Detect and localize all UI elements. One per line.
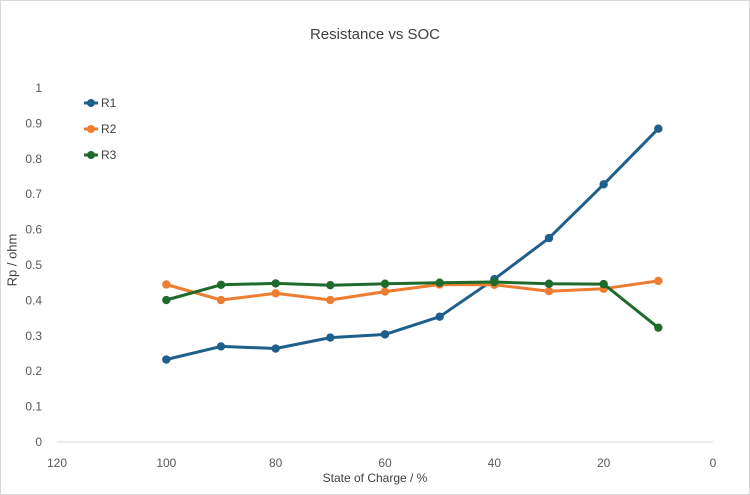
data-point-r1: [326, 333, 335, 342]
y-tick-label: 1: [35, 81, 42, 95]
legend-label: R1: [101, 96, 117, 110]
y-tick-label: 0.6: [25, 223, 42, 237]
data-point-r1: [435, 312, 444, 321]
data-point-r2: [216, 295, 226, 305]
y-tick-label: 0: [35, 435, 42, 449]
data-point-r1: [216, 342, 226, 351]
data-point-r3: [490, 277, 499, 287]
data-point-r2: [380, 287, 390, 296]
data-point-r1: [162, 355, 171, 364]
data-point-r3: [216, 280, 226, 290]
x-tick-label: 40: [488, 456, 502, 470]
data-point-r2: [162, 280, 171, 289]
x-tick-label: 60: [378, 456, 392, 470]
data-point-r3: [435, 278, 444, 287]
data-point-r3: [162, 295, 171, 305]
data-point-r3: [380, 279, 390, 288]
data-point-r2: [271, 289, 280, 298]
y-tick-label: 0.4: [25, 293, 42, 307]
data-point-r3: [599, 279, 608, 289]
y-tick-label: 0.1: [25, 400, 42, 414]
data-point-r1: [271, 344, 280, 353]
data-point-r1: [544, 233, 554, 243]
data-point-r1: [380, 330, 390, 339]
series-line-r1: [164, 127, 660, 361]
data-point-r1: [599, 180, 608, 189]
y-tick-label: 0.8: [25, 152, 42, 166]
series-line-r2: [164, 279, 660, 302]
data-point-r2: [654, 276, 663, 286]
data-point-r1: [654, 124, 663, 133]
x-tick-label: 0: [710, 456, 717, 470]
y-tick-label: 0.9: [25, 116, 42, 130]
data-point-r2: [544, 286, 554, 296]
x-tick-label: 80: [269, 456, 283, 470]
y-tick-label: 0.2: [25, 364, 42, 378]
chart-title: Resistance vs SOC: [309, 26, 441, 43]
legend-label: R3: [101, 148, 117, 162]
data-point-r3: [654, 323, 663, 332]
data-point-r3: [544, 279, 554, 288]
legend-label: R2: [101, 122, 117, 136]
x-tick-label: 100: [156, 456, 176, 470]
legend-swatch-marker: [87, 99, 95, 107]
x-tick-label: 20: [597, 456, 611, 470]
series-line-r3: [164, 280, 660, 330]
data-point-r2: [326, 295, 335, 305]
x-axis-label: State of Charge / %: [322, 471, 428, 485]
legend-swatch-marker: [87, 151, 95, 159]
x-tick-label: 120: [47, 456, 67, 470]
y-tick-label: 0.7: [25, 187, 42, 201]
y-tick-label: 0.5: [25, 258, 42, 272]
data-point-r3: [326, 280, 335, 290]
legend-swatch-marker: [87, 125, 95, 133]
y-tick-label: 0.3: [25, 329, 42, 343]
data-point-r3: [271, 279, 280, 288]
